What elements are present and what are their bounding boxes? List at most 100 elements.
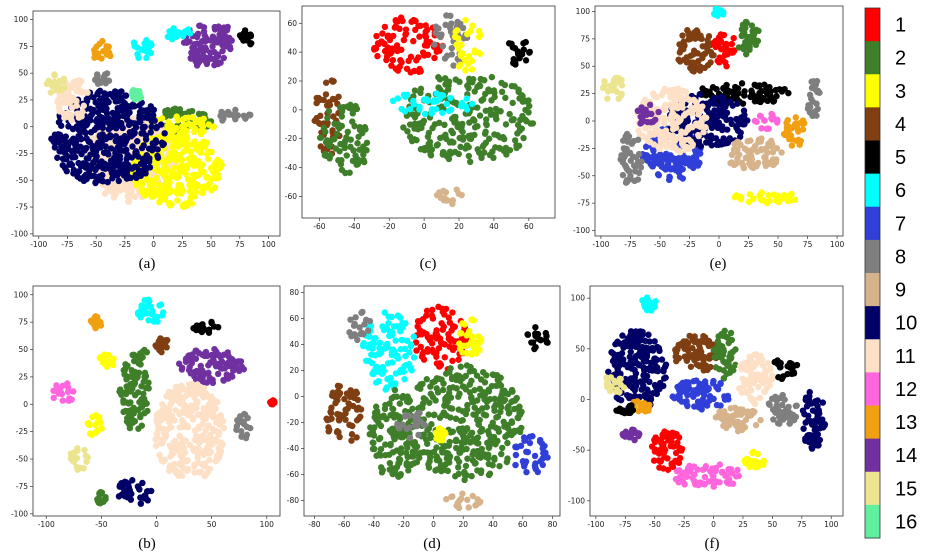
scatter-point (743, 33, 751, 41)
scatter-point (317, 112, 324, 120)
scatter-point (159, 401, 166, 408)
scatter-point (168, 424, 175, 431)
x-tick-label: -50 (90, 240, 102, 249)
scatter-point (744, 117, 751, 124)
scatter-point (131, 129, 138, 136)
scatter-point (485, 444, 493, 451)
scatter-point (117, 135, 125, 142)
cluster-class-2 (116, 353, 152, 432)
scatter-point (94, 80, 102, 87)
scatter-point (217, 159, 225, 166)
scatter-point (396, 433, 404, 440)
scatter-point (156, 198, 163, 206)
scatter-point (149, 112, 157, 119)
cluster-class-14 (175, 345, 248, 387)
scatter-point (131, 43, 138, 50)
scatter-point (93, 318, 100, 325)
scatter-point (544, 454, 551, 461)
scatter-point (402, 93, 409, 100)
scatter-point (417, 85, 425, 93)
scatter-point (412, 339, 420, 346)
scatter-point (199, 351, 206, 358)
scatter-point (225, 358, 233, 366)
scatter-point (180, 403, 188, 410)
scatter-point (458, 41, 465, 48)
scatter-point (502, 144, 510, 152)
x-tick-label: -80 (308, 520, 320, 529)
y-tick-label: -60 (285, 192, 297, 201)
scatter-point (519, 112, 526, 120)
scatter-point (457, 143, 464, 151)
scatter-point (385, 32, 392, 39)
scatter-point (509, 388, 516, 395)
scatter-point (424, 26, 431, 33)
scatter-point (436, 192, 443, 199)
scatter-point (356, 146, 363, 153)
x-tick-label: -75 (61, 240, 73, 249)
y-tick-label: 50 (18, 69, 28, 78)
scatter-point (159, 309, 167, 316)
scatter-point (653, 159, 661, 166)
scatter-point (743, 51, 750, 58)
y-tick-label: -25 (16, 149, 28, 158)
scatter-point (160, 436, 167, 443)
y-tick-label: -20 (287, 418, 299, 427)
cluster-class-14 (634, 101, 662, 127)
scatter-point (465, 504, 472, 511)
scatter-point (134, 88, 142, 95)
scatter-point (505, 425, 512, 432)
y-tick-label: -60 (287, 470, 299, 479)
scatter-point (395, 455, 403, 462)
scatter-point (125, 198, 133, 205)
scatter-point (200, 385, 208, 392)
y-tick-label: -100 (11, 509, 28, 518)
scatter-point (437, 134, 444, 142)
scatter-point (756, 89, 763, 97)
scatter-point (740, 107, 748, 114)
scatter-point (693, 156, 700, 164)
y-tick-label: 50 (580, 62, 590, 71)
scatter-point (523, 468, 530, 476)
scatter-point (439, 449, 446, 456)
scatter-point (425, 411, 432, 418)
scatter-point (679, 104, 686, 111)
scatter-point (366, 333, 373, 340)
scatter-point (455, 393, 462, 400)
scatter-point (102, 143, 109, 150)
scatter-point (685, 124, 692, 131)
scatter-point (669, 105, 676, 112)
scatter-point (716, 111, 723, 118)
scatter-point (247, 32, 255, 39)
scatter-point (449, 428, 457, 435)
scatter-point (404, 128, 411, 135)
scatter-point (150, 193, 157, 200)
scatter-point (537, 336, 544, 344)
scatter-point (743, 19, 751, 26)
scatter-point (706, 139, 713, 146)
scatter-point (375, 350, 382, 358)
scatter-point (745, 198, 753, 206)
scatter-point (420, 117, 428, 125)
scatter-point (134, 138, 141, 145)
scatter-point (376, 434, 384, 442)
scatter-point (202, 415, 209, 423)
scatter-point (54, 154, 61, 161)
scatter-point (490, 154, 497, 162)
scatter-point (99, 131, 106, 138)
y-tick-label: 75 (580, 34, 590, 43)
scatter-point (692, 148, 699, 156)
scatter-point (354, 396, 361, 404)
scatter-point (404, 444, 411, 451)
scatter-point (735, 121, 742, 128)
scatter-point (192, 58, 199, 65)
scatter-point (468, 377, 475, 384)
scatter-point (191, 126, 199, 134)
scatter-point (220, 38, 228, 45)
x-tick-label: 100 (261, 240, 276, 249)
scatter-point (166, 464, 173, 471)
scatter-point (710, 51, 717, 59)
scatter-point (489, 148, 496, 155)
scatter-point (410, 354, 418, 361)
scatter-point (161, 159, 168, 167)
scatter-point (401, 108, 409, 115)
